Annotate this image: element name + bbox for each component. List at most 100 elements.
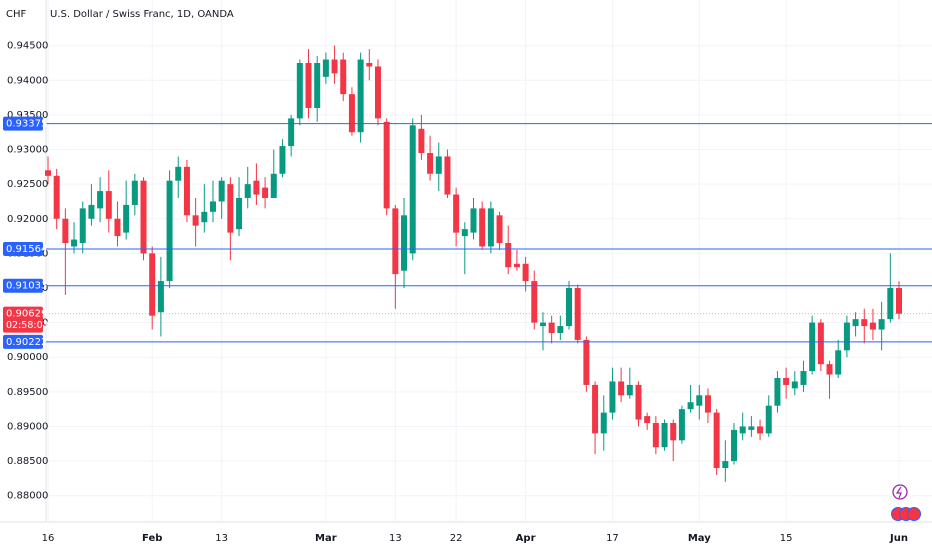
y-tick-label: 0.93000 xyxy=(7,145,48,156)
candle-body xyxy=(348,94,355,133)
y-tick-label: 0.94500 xyxy=(7,41,48,52)
candle-body xyxy=(592,384,599,434)
candle-body xyxy=(887,288,894,320)
alert-icon[interactable] xyxy=(892,484,908,500)
y-tick-label: 0.92000 xyxy=(7,214,48,225)
candle-body xyxy=(453,194,460,233)
candle-body xyxy=(71,239,78,247)
candle-body xyxy=(739,426,746,434)
candle-body xyxy=(644,416,651,423)
candle-body xyxy=(609,381,616,413)
candle-body xyxy=(635,384,642,420)
candle-body xyxy=(869,322,876,330)
last-price-bg xyxy=(3,306,43,333)
candle-body xyxy=(166,180,173,282)
candle-body xyxy=(288,118,295,147)
candle-body xyxy=(253,180,260,195)
candle-body xyxy=(314,63,321,108)
candle-body xyxy=(487,208,494,247)
candle-body xyxy=(765,405,772,434)
candle-body xyxy=(201,211,208,223)
candle-body xyxy=(583,339,590,385)
candle-body xyxy=(88,204,95,219)
candle-body xyxy=(209,201,216,212)
candle-body xyxy=(105,191,112,219)
candle-body xyxy=(574,288,581,340)
candle-body xyxy=(566,288,573,327)
candle-body xyxy=(340,59,347,95)
candle-body xyxy=(513,263,520,268)
candle-body xyxy=(157,281,164,313)
candle-body xyxy=(835,350,842,375)
candle-body xyxy=(843,322,850,351)
overlay: 0.880000.885000.890000.895000.900000.905… xyxy=(3,41,932,544)
candle-body xyxy=(600,412,607,434)
level-label: 0.91564 xyxy=(6,244,47,255)
candle-body xyxy=(470,208,477,233)
x-tick-label: 13 xyxy=(215,533,228,544)
candle-body xyxy=(366,63,373,67)
candle-body xyxy=(722,461,729,468)
candle-body xyxy=(539,322,546,327)
candle-body xyxy=(62,218,69,243)
candle-body xyxy=(374,66,381,119)
candle-body xyxy=(357,59,364,133)
candle-body xyxy=(696,395,703,406)
candle-body xyxy=(114,218,121,237)
candle-body xyxy=(401,215,408,271)
candle-body xyxy=(461,229,468,237)
level-label: 0.91033 xyxy=(6,281,47,292)
y-tick-label: 0.94000 xyxy=(7,75,48,86)
candle-body xyxy=(731,429,738,462)
candle-body xyxy=(218,180,225,202)
candle-body xyxy=(270,173,277,198)
x-tick-label: Jun xyxy=(889,533,908,544)
candle-body xyxy=(852,319,859,327)
y-tick-label: 0.88500 xyxy=(7,456,48,467)
candle-body xyxy=(296,63,303,119)
candle-body xyxy=(678,409,685,441)
candle-body xyxy=(149,253,156,316)
currency-label: CHF xyxy=(6,9,27,20)
x-tick-label: 13 xyxy=(389,533,402,544)
countdown-label: 02:58:03 xyxy=(6,320,49,331)
candle-body xyxy=(878,319,885,330)
candles xyxy=(45,45,902,482)
y-tick-label: 0.90000 xyxy=(7,352,48,363)
level-label-bg xyxy=(3,334,43,349)
y-tick-label: 0.92500 xyxy=(7,179,48,190)
candle-body xyxy=(140,180,147,254)
candle-body xyxy=(479,208,486,247)
candle-body xyxy=(826,364,833,375)
candle-body xyxy=(704,395,711,413)
x-tick-label: 22 xyxy=(450,533,463,544)
event-icon[interactable] xyxy=(907,507,921,521)
candle-body xyxy=(236,198,243,230)
candle-body xyxy=(618,381,625,396)
y-tick-label: 0.89500 xyxy=(7,387,48,398)
candle-body xyxy=(496,215,503,243)
candle-body xyxy=(626,384,633,396)
candle-body xyxy=(557,326,564,333)
x-tick-label: 17 xyxy=(606,533,619,544)
candle-body xyxy=(713,412,720,468)
candle-body xyxy=(244,184,251,198)
x-tick-label: Mar xyxy=(315,533,337,544)
level-label-bg xyxy=(3,116,43,131)
toolbar-icons[interactable] xyxy=(891,484,921,521)
candle-body xyxy=(227,184,234,233)
x-tick-label: 16 xyxy=(42,533,55,544)
candle-body xyxy=(175,166,182,181)
x-tick-label: Feb xyxy=(142,533,162,544)
candle-body xyxy=(774,378,781,406)
candle-body xyxy=(791,381,798,389)
y-tick-label: 0.93500 xyxy=(7,110,48,121)
candle-body xyxy=(383,121,390,209)
candle-body xyxy=(322,59,329,77)
candle-body xyxy=(262,187,269,198)
candle-body xyxy=(531,281,538,323)
chart-title: U.S. Dollar / Swiss Franc, 1D, OANDA xyxy=(50,9,234,20)
candle-body xyxy=(79,208,86,243)
candle-body xyxy=(783,378,790,385)
